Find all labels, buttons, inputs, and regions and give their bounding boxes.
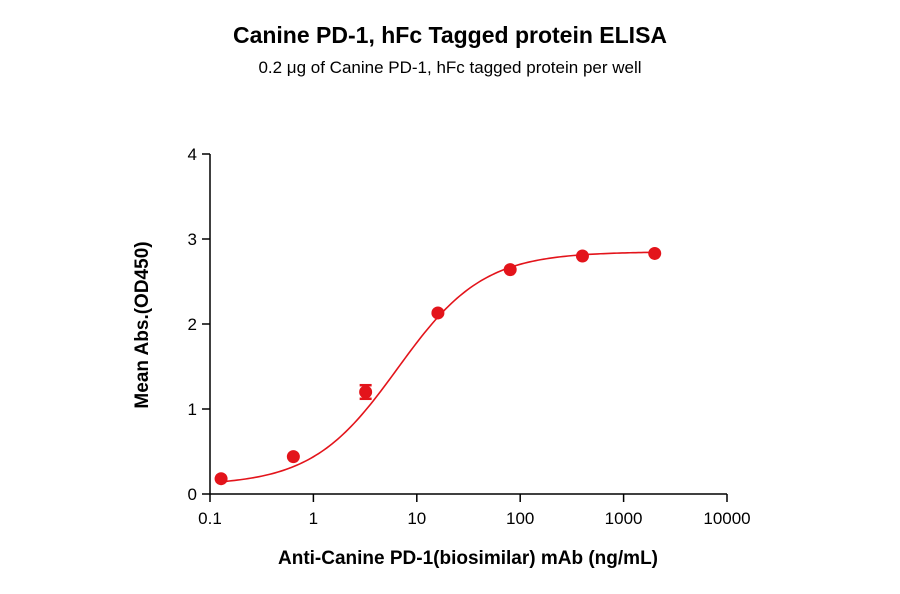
axes: 0 1 2 3 4 0.1 1 10 100 1000 10000: [188, 145, 751, 528]
chart-subtitle: 0.2 μg of Canine PD-1, hFc tagged protei…: [258, 58, 642, 77]
data-point: [214, 472, 228, 486]
y-axis-label: Mean Abs.(OD450): [132, 241, 153, 408]
y-tick-label: 1: [188, 400, 197, 419]
chart-title: Canine PD-1, hFc Tagged protein ELISA: [232, 22, 668, 48]
y-tick-label: 2: [188, 315, 197, 334]
x-tick-label: 10: [407, 509, 426, 528]
y-tick-label: 4: [188, 145, 197, 164]
data-point: [286, 450, 300, 464]
data-point: [503, 263, 517, 277]
points-layer: [214, 246, 662, 486]
x-tick-label: 1: [309, 509, 318, 528]
data-point: [431, 306, 445, 320]
x-tick-label: 10000: [703, 509, 750, 528]
data-point: [359, 385, 373, 399]
x-tick-label: 1000: [605, 509, 643, 528]
fit-curve: [221, 251, 655, 483]
data-point: [648, 246, 662, 260]
x-tick-label: 0.1: [198, 509, 222, 528]
y-tick-label: 3: [188, 230, 197, 249]
fit-layer: [221, 251, 655, 483]
x-tick-label: 100: [506, 509, 534, 528]
x-axis-label: Anti-Canine PD-1(biosimilar) mAb (ng/mL): [278, 548, 658, 569]
data-point: [575, 249, 589, 263]
y-tick-label: 0: [188, 485, 197, 504]
